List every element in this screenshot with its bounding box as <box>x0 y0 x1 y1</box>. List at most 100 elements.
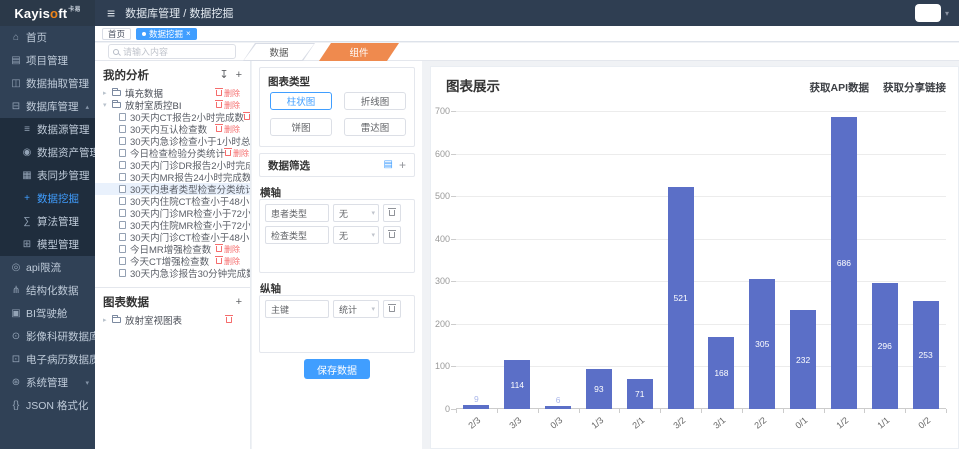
tag-data-mining[interactable]: 数据挖掘 × <box>136 27 197 40</box>
save-data-button[interactable]: 保存数据 <box>304 359 370 379</box>
divider <box>95 287 250 288</box>
sidebar-item-首页[interactable]: ⌂ 首页 <box>0 26 95 49</box>
sidebar-item-表同步管理[interactable]: ▦ 表同步管理 <box>0 164 95 187</box>
y-tick-label: 400 <box>434 233 450 244</box>
tree-item[interactable]: 30天内门诊MR检查小于72小时总计 <box>95 207 250 220</box>
delete-button[interactable]: 删除 <box>215 244 240 255</box>
bar-3/2: 521 <box>667 187 694 409</box>
emr-qc-icon: ⊡ <box>11 354 21 365</box>
delete-row-button[interactable] <box>383 204 401 222</box>
tree-item-label: 今天CT增强检查数 <box>130 257 210 268</box>
user-avatar[interactable] <box>914 4 941 22</box>
y-tick-label: 200 <box>434 318 450 329</box>
database-icon: ⊟ <box>11 101 21 112</box>
get-share-link[interactable]: 获取分享链接 <box>883 82 946 94</box>
sidebar-item-api限流[interactable]: ◎ api限流 <box>0 256 95 279</box>
gridline <box>456 238 946 240</box>
sidebar-item-JSON 格式化[interactable]: {} JSON 格式化 <box>0 394 95 417</box>
chart-data-title: 图表数据 <box>103 297 149 309</box>
bar-1/3: 93 <box>585 369 612 409</box>
sidebar-item-模型管理[interactable]: ⊞ 模型管理 <box>0 233 95 256</box>
import-icon[interactable]: ↧ <box>219 68 229 81</box>
add-analysis-button[interactable]: + <box>235 68 242 81</box>
sidebar-item-算法管理[interactable]: ∑ 算法管理 <box>0 210 95 233</box>
aggregation-select[interactable]: 无 ▾ <box>333 226 379 244</box>
filter-doc-icon[interactable]: ▤ <box>383 159 393 170</box>
sidebar-item-数据抽取管理[interactable]: ◫ 数据抽取管理 ▾ <box>0 72 95 95</box>
tree-item[interactable]: 30天内CT报告2小时完成数删除 <box>95 111 250 124</box>
tree-item[interactable]: 今日检查检验分类统计 删除 <box>95 147 250 160</box>
sidebar-item-结构化数据[interactable]: ⋔ 结构化数据 <box>0 279 95 302</box>
sidebar-item-数据挖掘[interactable]: + 数据挖掘 <box>0 187 95 210</box>
x-tick-label: 0/1 <box>793 415 810 431</box>
tree-item[interactable]: 30天内门诊DR报告2小时完成数 <box>95 159 250 172</box>
tree-item[interactable]: 今天CT增强检查数 删除 <box>95 255 250 268</box>
delete-row-button[interactable] <box>383 226 401 244</box>
sidebar-item-数据源管理[interactable]: ≡ 数据源管理 <box>0 118 95 141</box>
delete-button[interactable]: 删除 <box>215 88 240 99</box>
x-axis-tick <box>823 409 825 413</box>
x-tick-label: 1/2 <box>834 415 851 431</box>
chevron-up-icon: ▴ <box>85 103 89 111</box>
hamburger-icon[interactable]: ≡ <box>107 5 116 21</box>
tree-item[interactable]: 30天内患者类型检查分类统计 <box>95 183 250 196</box>
delete-button[interactable]: 删除 <box>215 256 240 267</box>
bar-value-label: 305 <box>755 339 770 349</box>
file-icon <box>119 257 126 265</box>
tree-arrow-right-icon[interactable]: ▸ <box>103 90 107 97</box>
delete-row-button[interactable] <box>383 300 401 318</box>
aggregation-select[interactable]: 无 ▾ <box>333 204 379 222</box>
gridline <box>456 366 946 368</box>
tag-home[interactable]: 首页 <box>102 27 132 40</box>
tree-item[interactable]: ▾ 放射室质控BI 删除 <box>95 99 250 112</box>
top-header: Kayisoft 卡易 ≡ 数据库管理 / 数据挖掘 ▾ <box>0 0 959 26</box>
delete-button[interactable]: 删除 <box>215 100 240 111</box>
field-name-box[interactable]: 检查类型 <box>265 226 329 244</box>
field-name-box[interactable]: 患者类型 <box>265 204 329 222</box>
delete-button[interactable]: 删除 <box>224 148 249 159</box>
tree-arrow-down-icon[interactable]: ▾ <box>103 102 107 109</box>
tree-item[interactable]: 30天内住院CT检查小于48小时总计 <box>95 195 250 208</box>
sidebar-item-影像科研数据库[interactable]: ⊙ 影像科研数据库 <box>0 325 95 348</box>
sidebar-item-数据资产管理[interactable]: ◉ 数据资产管理 <box>0 141 95 164</box>
sidebar-item-BI驾驶舱[interactable]: ▣ BI驾驶舱 <box>0 302 95 325</box>
add-chart-button[interactable]: + <box>235 295 242 308</box>
sidebar-item-系统管理[interactable]: ⊛ 系统管理 ▾ <box>0 371 95 394</box>
tree-item[interactable]: ▸ 填充数据 删除 <box>95 87 250 100</box>
field-name-box[interactable]: 主键 <box>265 300 329 318</box>
tree-item[interactable]: 30天内急诊报告30分钟完成数 <box>95 267 250 279</box>
sidebar-item-电子病历数据质控[interactable]: ⊡ 电子病历数据质控 <box>0 348 95 371</box>
chart-type-折线图[interactable]: 折线图 <box>344 92 406 110</box>
search-box[interactable] <box>108 44 236 59</box>
delete-button[interactable]: 删除 <box>215 124 240 135</box>
tree-item[interactable]: 30天内住院MR检查小于72小时总计 <box>95 219 250 232</box>
sidebar-item-数据库管理[interactable]: ⊟ 数据库管理 ▴ <box>0 95 95 118</box>
tree-item[interactable]: 30天内互认检查数 删除 <box>95 123 250 136</box>
chart-type-柱状图[interactable]: 柱状图 <box>270 92 332 110</box>
tree-item[interactable]: 30天内急诊检查小于1小时总计 <box>95 135 250 148</box>
aggregation-select[interactable]: 统计 ▾ <box>333 300 379 318</box>
tab-data[interactable]: 数据 <box>243 43 315 61</box>
x-axis-tick <box>782 409 784 413</box>
tab-component[interactable]: 组件 <box>319 43 399 61</box>
tree-item[interactable]: 30天内门诊CT检查小于48小时总计 <box>95 231 250 244</box>
sidebar-item-项目管理[interactable]: ▤ 项目管理 <box>0 49 95 72</box>
delete-button[interactable]: 删除 <box>243 112 250 123</box>
search-input[interactable] <box>123 46 223 57</box>
tree-item[interactable]: 30天内MR报告24小时完成数 <box>95 171 250 184</box>
bar-value-label: 114 <box>510 379 525 390</box>
tree-item[interactable]: ▸ 放射室视图表 <box>95 314 250 327</box>
get-api-data-link[interactable]: 获取API数据 <box>809 82 869 94</box>
tree-arrow-right-icon[interactable]: ▸ <box>103 317 107 324</box>
y-tick <box>451 196 456 198</box>
json-icon: {} <box>12 400 20 411</box>
chart-type-饼图[interactable]: 饼图 <box>270 118 332 136</box>
chart-type-雷达图[interactable]: 雷达图 <box>344 118 406 136</box>
close-icon[interactable]: × <box>186 28 191 38</box>
gridline <box>456 153 946 155</box>
add-filter-icon[interactable]: + <box>398 158 406 172</box>
chevron-down-icon[interactable]: ▾ <box>944 8 949 18</box>
tree-item[interactable]: 今日MR增强检查数 删除 <box>95 243 250 256</box>
delete-button[interactable] <box>225 315 233 323</box>
bar-value-label: 93 <box>594 384 604 394</box>
